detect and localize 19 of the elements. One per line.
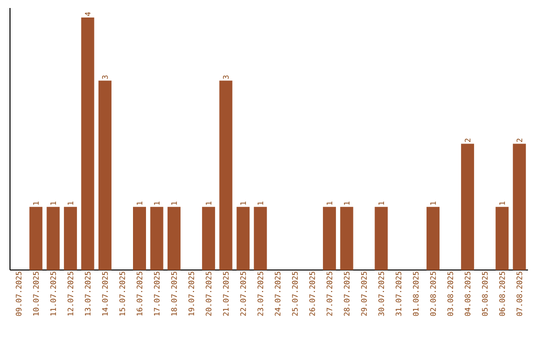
bar [374,206,388,270]
bar [461,144,474,270]
bar [168,206,181,270]
bar [150,206,164,270]
bar [202,206,216,270]
bar [496,206,509,270]
bar [512,144,526,270]
bar [426,206,440,270]
bar [98,80,112,270]
bar [64,206,77,270]
bar [254,206,267,270]
bar [29,206,42,270]
bar [340,206,354,270]
bar [133,206,146,270]
bar [219,80,232,270]
bar [236,206,250,270]
bar [46,206,60,270]
bar [322,206,336,270]
bar [81,17,94,270]
